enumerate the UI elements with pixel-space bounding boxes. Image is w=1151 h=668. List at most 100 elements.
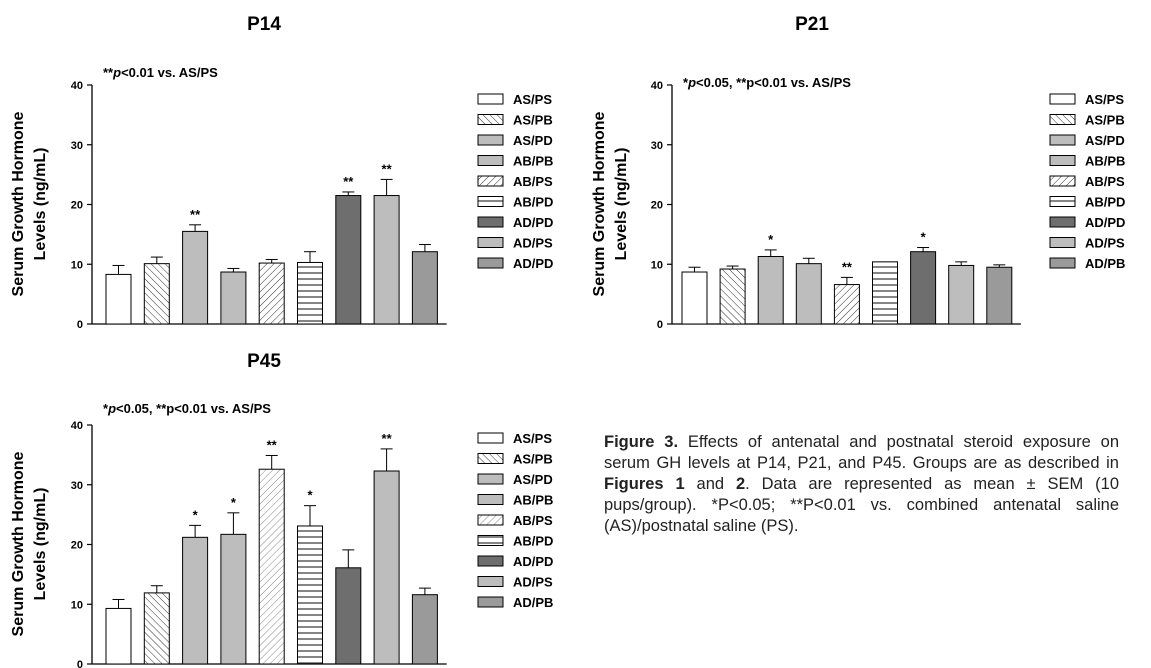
y-tick-label: 40 [651, 80, 663, 92]
y-tick-label: 30 [71, 140, 83, 152]
legend-label: AD/PB [513, 595, 553, 610]
y-tick-label: 0 [77, 319, 83, 331]
legend-label: AD/PS [513, 236, 553, 251]
caption-label: Figure 3. [604, 433, 679, 451]
caption-ref-1: Figures 1 [604, 475, 685, 493]
bar-ab-ps [258, 468, 285, 665]
bar-ab-pd [872, 261, 898, 325]
y-axis-label-line-1: Serum Growth Hormone [10, 111, 27, 296]
legend-label: AB/PS [1085, 174, 1125, 189]
y-tick-label: 40 [71, 80, 83, 92]
bar-ad-pd [411, 251, 438, 325]
bar-ad-pd [910, 251, 937, 325]
legend-label: AS/PS [1085, 92, 1124, 107]
significance-marker: * [193, 507, 199, 522]
y-tick-label: 0 [657, 319, 663, 331]
legend-label: AB/PB [513, 154, 553, 169]
chart-p14: P14 **p<0.01 vs. AS/PS Serum Growth Hormon… [10, 14, 553, 331]
bar-ab-pd [297, 261, 323, 325]
legend-label: AD/PB [1085, 256, 1125, 271]
bar-ad-ps [948, 264, 975, 325]
legend-label: AD/PD [513, 256, 553, 271]
y-tick-label: 20 [651, 200, 663, 212]
bar-ad-pd [335, 567, 362, 665]
y-tick-label: 0 [77, 659, 83, 668]
legend-label: AD/PS [513, 575, 553, 590]
bar-ad-pd [335, 195, 362, 325]
chart-p45: P45 *p<0.05, **p<0.01 vs. AS/PS Serum Grow… [10, 351, 553, 668]
legend-swatch [1049, 257, 1076, 269]
y-tick-label: 30 [71, 480, 83, 492]
legend-swatch [477, 453, 504, 464]
bar-as-ps [105, 607, 132, 665]
legend-swatch [477, 576, 504, 587]
bar-ad-pb [986, 266, 1013, 325]
legend-label: AS/PD [1085, 133, 1125, 148]
bar-ad-ps [373, 195, 400, 325]
significance-annotation: **p<0.01 vs. AS/PS [103, 65, 218, 80]
y-axis-label-line-2: Levels (ng/mL) [613, 148, 630, 261]
legend-swatch [1049, 196, 1076, 207]
legend-swatch [477, 237, 504, 248]
legend-label: AD/PD [513, 554, 553, 569]
legend-label: AB/PB [1085, 154, 1125, 169]
legend-label: AB/PS [513, 174, 553, 189]
legend-label: AB/PD [1085, 195, 1125, 210]
bar-ab-pb [220, 533, 247, 665]
significance-marker: * [231, 495, 237, 510]
significance-marker: * [768, 232, 774, 247]
legend-swatch [1049, 93, 1076, 105]
y-axis-label-line-1: Serum Growth Hormone [591, 111, 608, 296]
y-axis-label-line-2: Levels (ng/mL) [32, 148, 49, 261]
bar-ab-ps [258, 262, 285, 325]
legend-swatch [477, 114, 504, 125]
chart-title: P21 [795, 14, 829, 35]
legend-swatch [477, 216, 504, 228]
bar-as-pb [719, 268, 746, 325]
bar-as-pd [757, 255, 784, 325]
significance-annotation: *p<0.05, **p<0.01 vs. AS/PS [683, 75, 851, 90]
significance-marker: ** [382, 431, 393, 446]
bar-as-pd [182, 536, 209, 665]
legend-label: AS/PB [513, 113, 553, 128]
caption-text-2: and [684, 475, 736, 493]
y-tick-label: 40 [71, 420, 83, 432]
legend-label: AD/PD [1085, 215, 1125, 230]
y-tick-label: 30 [651, 140, 663, 152]
legend-label: AB/PD [513, 534, 553, 549]
bar-ab-ps [833, 284, 860, 325]
y-tick-label: 10 [651, 259, 663, 271]
significance-marker: ** [267, 437, 278, 452]
legend-swatch [477, 175, 504, 187]
bar-ab-pb [220, 271, 247, 325]
significance-marker: ** [343, 174, 354, 189]
significance-annotation: *p<0.05, **p<0.01 vs. AS/PS [103, 401, 271, 416]
significance-marker: ** [382, 161, 393, 176]
legend-swatch [477, 535, 504, 546]
significance-marker: * [921, 230, 927, 245]
legend-label: AB/PD [513, 195, 553, 210]
bar-ad-pb [411, 594, 438, 665]
y-axis-label-line-1: Serum Growth Hormone [10, 451, 27, 636]
legend-swatch [477, 134, 504, 146]
figure-caption: Figure 3. Effects of antenatal and postn… [604, 432, 1119, 537]
y-axis-label-line-2: Levels (ng/mL) [32, 488, 49, 601]
legend-swatch [1049, 155, 1076, 166]
legend-label: AD/PS [1085, 236, 1125, 251]
significance-marker: ** [842, 259, 853, 274]
legend-swatch [1049, 175, 1076, 187]
legend-label: AB/PS [513, 513, 553, 528]
legend-swatch [477, 596, 504, 608]
legend-label: AS/PD [513, 472, 553, 487]
bar-as-pb [143, 592, 170, 665]
significance-marker: * [307, 488, 313, 503]
chart-p21: P21 *p<0.05, **p<0.01 vs. AS/PS Serum Grow… [591, 14, 1125, 331]
legend-swatch [1049, 216, 1076, 228]
bar-as-ps [681, 271, 708, 325]
legend-label: AS/PS [513, 431, 552, 446]
legend-swatch [477, 514, 504, 526]
y-tick-label: 10 [71, 599, 83, 611]
caption-text-3: . Data are represented as mean ± SEM (10… [604, 475, 1119, 535]
legend-swatch [1049, 114, 1076, 125]
bar-as-pd [182, 230, 209, 325]
